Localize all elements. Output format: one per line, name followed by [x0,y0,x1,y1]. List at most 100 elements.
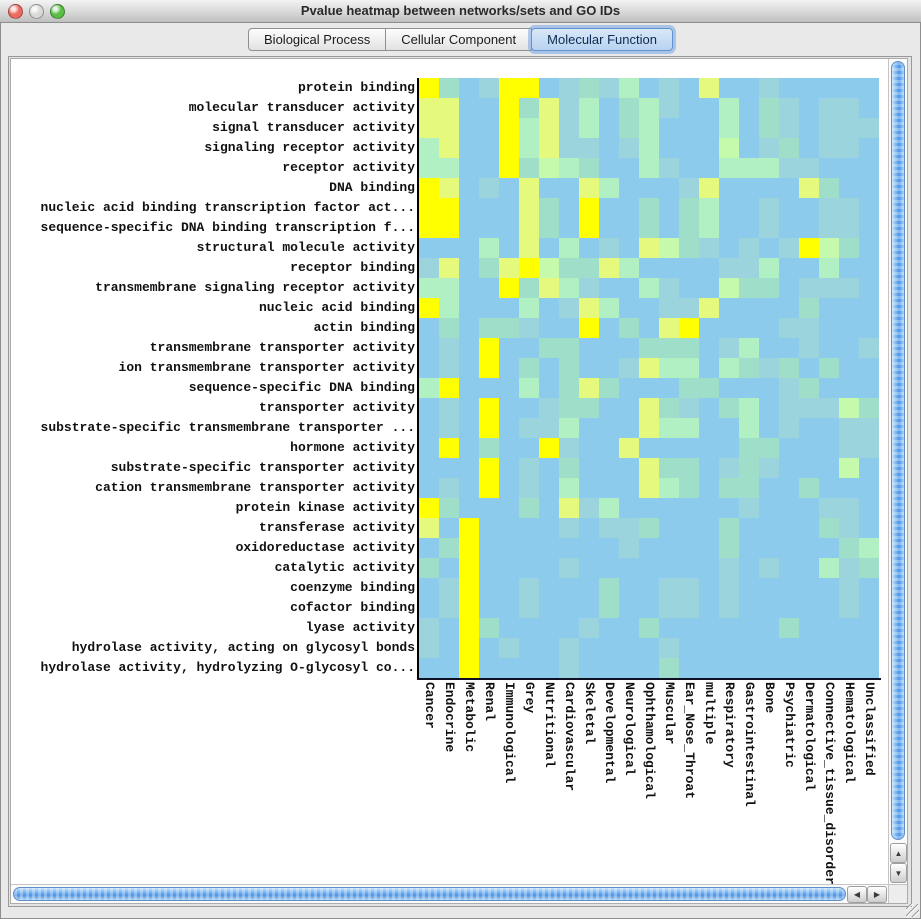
heatmap-cell [639,98,659,118]
heatmap-cell [619,518,639,538]
heatmap-cell [459,618,479,638]
heatmap-cell [599,118,619,138]
heatmap-cell [539,558,559,578]
heatmap-cell [599,618,619,638]
row-label: receptor activity [282,160,415,175]
heatmap-cell [559,118,579,138]
heatmap-cell [459,278,479,298]
heatmap-cell [779,578,799,598]
heatmap-cell [559,438,579,458]
heatmap-cell [439,238,459,258]
heatmap-cell [559,318,579,338]
titlebar[interactable]: Pvalue heatmap between networks/sets and… [0,0,921,23]
heatmap-cell [839,178,859,198]
heatmap-cell [799,338,819,358]
heatmap-cell [699,478,719,498]
heatmap-cell [579,358,599,378]
heatmap-cell [419,158,439,178]
heatmap-cell [719,478,739,498]
heatmap-cell [659,138,679,158]
heatmap-cell [799,538,819,558]
heatmap-cell [839,78,859,98]
heatmap-cell [419,598,439,618]
heatmap-cell [499,618,519,638]
heatmap-cell [599,98,619,118]
heatmap-cell [659,318,679,338]
scroll-up-button[interactable]: ▲ [890,843,907,863]
heatmap-viewport: protein binding molecular transducer acti… [11,59,888,884]
heatmap-cell [479,478,499,498]
heatmap-cell [639,298,659,318]
heatmap-cell [539,578,559,598]
row-label: hydrolase activity, acting on glycosyl b… [71,640,415,655]
heatmap-cell [659,98,679,118]
heatmap-cell [519,538,539,558]
scroll-right-button[interactable]: ▶ [867,886,887,903]
heatmap-cell [639,338,659,358]
col-label: Cancer [422,682,437,729]
heatmap-cell [739,578,759,598]
heatmap-cell [639,318,659,338]
col-label: Immunological [502,682,517,784]
heatmap-cell [739,418,759,438]
tab-molecular-function[interactable]: Molecular Function [531,28,673,51]
heatmap-cell [799,398,819,418]
scroll-down-button[interactable]: ▼ [890,863,907,883]
heatmap-cell [579,618,599,638]
col-label: Endocrine [442,682,457,753]
heatmap-cell [599,478,619,498]
heatmap-cell [419,518,439,538]
heatmap-cell [759,218,779,238]
heatmap-cell [779,218,799,238]
heatmap-cell [499,518,519,538]
tab-cellular-component[interactable]: Cellular Component [385,28,533,51]
heatmap-cell [559,238,579,258]
heatmap-cell [459,218,479,238]
vertical-scrollbar-thumb[interactable] [891,61,905,840]
heatmap-cell [439,658,459,678]
heatmap-cell [539,338,559,358]
heatmap-cell [659,478,679,498]
heatmap-cell [619,178,639,198]
resize-grip-icon[interactable] [906,904,919,917]
heatmap-cell [659,78,679,98]
heatmap-cell [699,538,719,558]
heatmap-cell [639,418,659,438]
vertical-scrollbar[interactable]: ▲ ▼ [888,59,907,884]
heatmap-cell [699,258,719,278]
heatmap-cell [839,478,859,498]
zoom-button[interactable] [50,4,65,19]
scroll-left-button[interactable]: ◀ [847,886,867,903]
heatmap-cell [439,418,459,438]
heatmap-cell [559,618,579,638]
heatmap-cell [419,418,439,438]
heatmap-cell [679,218,699,238]
heatmap-cell [759,658,779,678]
heatmap-cell [499,178,519,198]
heatmap-cell [719,398,739,418]
heatmap-cell [799,618,819,638]
col-label: Nutritional [542,682,557,768]
heatmap-cell [579,418,599,438]
horizontal-scrollbar-thumb[interactable] [13,887,846,901]
window-title: Pvalue heatmap between networks/sets and… [300,3,621,18]
heatmap-cell [499,498,519,518]
heatmap-cell [859,578,879,598]
heatmap-cell [679,398,699,418]
heatmap-cell [639,638,659,658]
close-button[interactable] [8,4,23,19]
heatmap-cell [419,198,439,218]
heatmap-cell [499,638,519,658]
col-label: Muscular [662,682,677,745]
heatmap-cell [819,138,839,158]
horizontal-scrollbar[interactable]: ◀ ▶ [11,884,888,903]
heatmap-cell [419,138,439,158]
minimize-button[interactable] [29,4,44,19]
tab-biological-process[interactable]: Biological Process [248,28,387,51]
heatmap-cell [419,658,439,678]
heatmap-cell [559,378,579,398]
heatmap-cell [479,138,499,158]
heatmap-cell [439,378,459,398]
heatmap-cell [739,298,759,318]
heatmap-cell [799,218,819,238]
